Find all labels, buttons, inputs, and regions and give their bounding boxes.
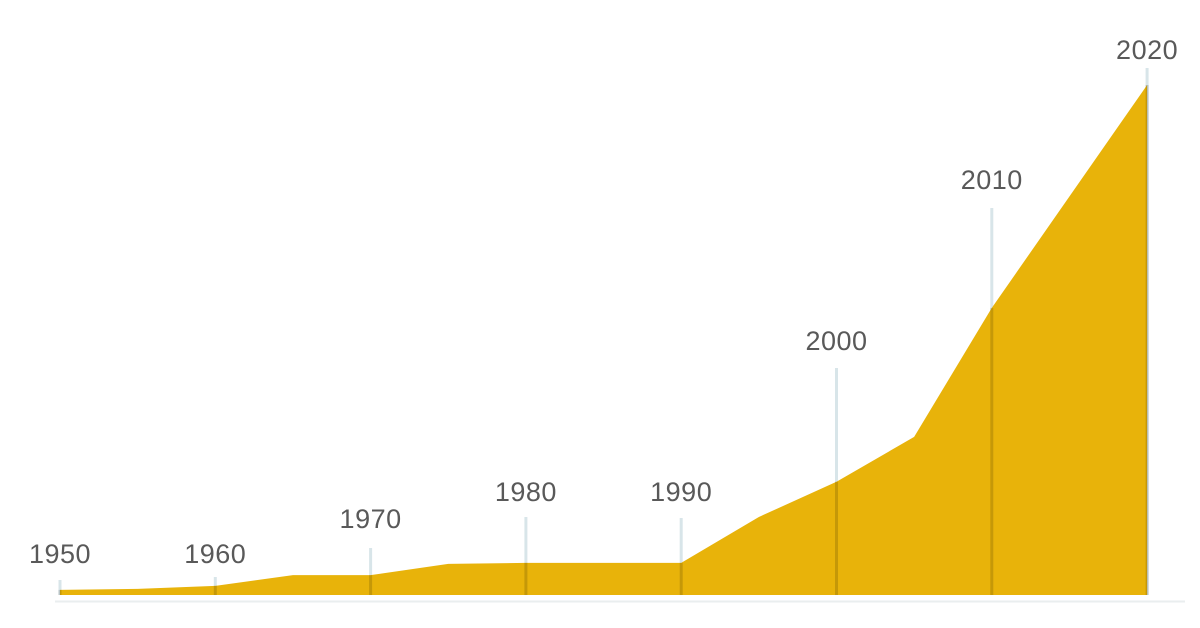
x-axis-label-1990: 1990 xyxy=(650,477,713,507)
x-axis-label-1970: 1970 xyxy=(339,504,402,534)
x-axis-label-2000: 2000 xyxy=(805,326,868,356)
x-axis-label-2020: 2020 xyxy=(1116,35,1179,65)
x-axis-label-1950: 1950 xyxy=(28,539,92,569)
x-axis-label-2010: 2010 xyxy=(960,165,1023,195)
x-axis-label-1960: 1960 xyxy=(184,539,247,569)
x-axis-label-1980: 1980 xyxy=(494,477,557,507)
